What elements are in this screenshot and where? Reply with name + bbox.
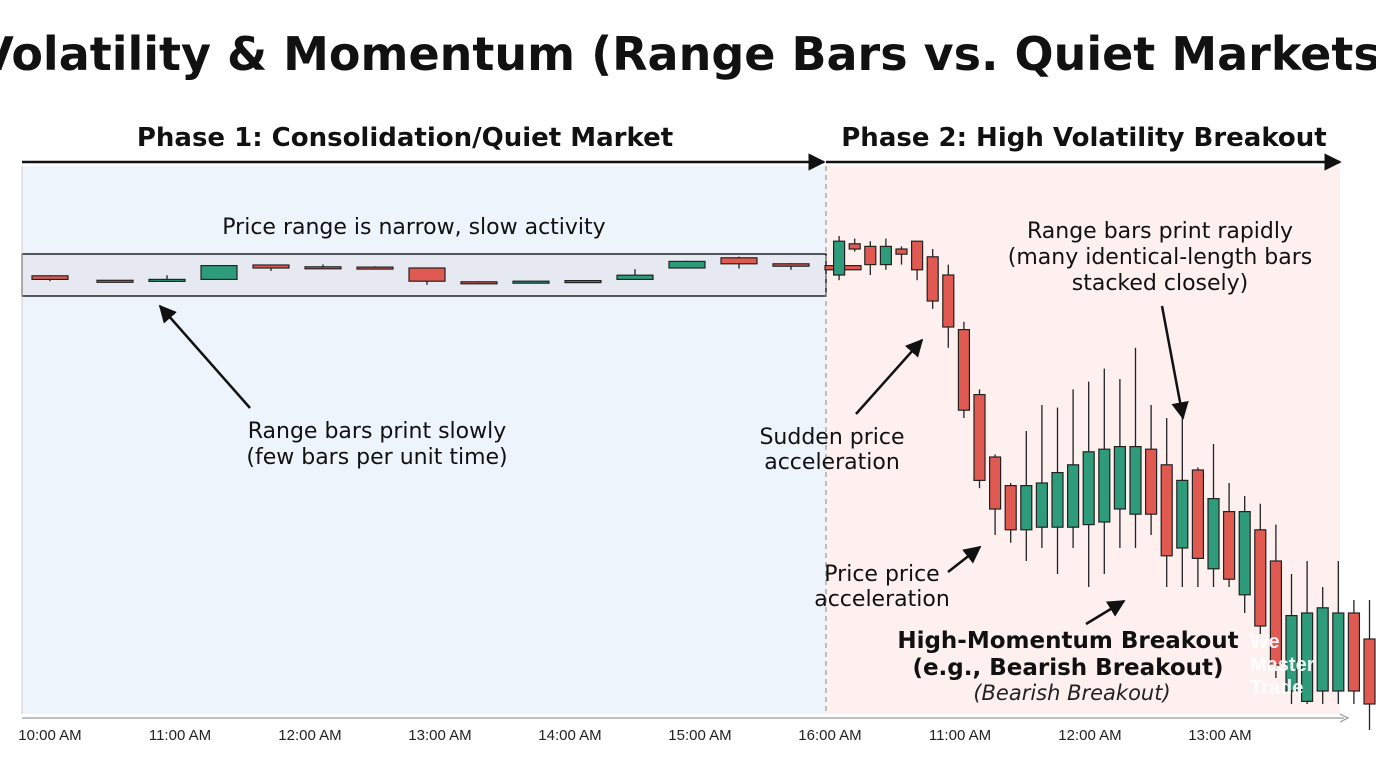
phase1-candle-0: [31, 275, 69, 280]
annotation-breakout-line1: High-Momentum Breakout: [897, 628, 1238, 654]
annotation-price-line1: Price price: [824, 562, 939, 587]
phase2-candle-15: [1066, 464, 1080, 528]
phase2-candle-6: [926, 256, 939, 302]
x-tick-label-0: 10:00 AM: [18, 727, 81, 744]
phase1-candle-9: [512, 280, 550, 284]
phase2-candle-4: [895, 248, 908, 255]
phase2-candle-8: [957, 329, 971, 411]
annotation-slow-line2: (few bars per unit time): [246, 445, 507, 470]
phase2-candle-13: [1035, 482, 1049, 528]
phase2-candle-28: [1269, 560, 1283, 666]
phase2-candle-34: [1363, 638, 1376, 705]
phase2-candle-31: [1316, 607, 1329, 692]
phase2-candle-1: [848, 243, 861, 250]
phase2-candle-19: [1129, 446, 1142, 515]
candles: [31, 236, 1376, 730]
phase2-candle-7: [942, 274, 955, 328]
phase2-candle-20: [1144, 448, 1158, 515]
x-tick-label-2: 12:00 AM: [278, 727, 341, 744]
phase2-candle-3: [879, 245, 893, 266]
x-tick-label-5: 15:00 AM: [668, 727, 731, 744]
phase1-candle-12: [668, 260, 706, 269]
arrow-price: [947, 545, 982, 573]
phase2-candle-30: [1300, 612, 1314, 703]
phase2-candle-25: [1222, 511, 1236, 580]
phase2-candle-11: [1004, 485, 1017, 531]
phase2-candle-10: [988, 456, 1002, 510]
chart-title: Volatility & Momentum (Range Bars vs. Qu…: [0, 27, 1376, 81]
phase2-candle-27: [1254, 529, 1267, 627]
annotation-rapid-line1: Range bars print rapidly: [1027, 219, 1293, 244]
phase2-candle-12: [1020, 485, 1033, 531]
phase1-candle-11: [616, 274, 654, 281]
annotation-narrow: Price range is narrow, slow activity: [222, 215, 605, 240]
x-tick-label-8: 12:00 AM: [1058, 727, 1121, 744]
arrow-slow: [158, 304, 251, 409]
phase2-candle-5: [910, 240, 924, 271]
phase2-candle-0: [832, 240, 846, 276]
arrow-sudden: [855, 338, 924, 415]
phase1-candle-14: [772, 263, 810, 267]
watermark-line3: Trade: [1250, 677, 1303, 699]
x-tick-label-3: 13:00 AM: [408, 727, 471, 744]
x-tick-label-6: 16:00 AM: [798, 727, 861, 744]
annotation-sudden-line2: acceleration: [764, 450, 900, 475]
watermark: We Master Trade: [1250, 631, 1315, 699]
phase1-candle-5: [304, 266, 342, 270]
arrow-breakout: [1085, 599, 1126, 626]
phase2-candle-17: [1098, 448, 1111, 523]
phase1-label: Phase 1: Consolidation/Quiet Market: [137, 123, 673, 153]
phase1-candle-2: [148, 278, 186, 282]
arrow-rapid: [1160, 305, 1189, 420]
annotation-rapid-line3: stacked closely): [1072, 271, 1249, 296]
phase1-candle-6: [356, 266, 394, 270]
phase2-candle-9: [973, 394, 986, 482]
phase1-candle-1: [96, 279, 134, 283]
watermark-line1: We: [1250, 631, 1280, 653]
phase1-candle-3: [200, 265, 238, 281]
annotation-rapid-line2: (many identical-length bars: [1008, 245, 1312, 270]
x-tick-label-9: 13:00 AM: [1188, 727, 1251, 744]
phase1-candle-4: [252, 264, 290, 269]
phase2-label: Phase 2: High Volatility Breakout: [841, 123, 1326, 153]
phase2-candle-26: [1238, 511, 1251, 596]
x-axis-arrowhead: [1339, 713, 1350, 723]
phase2-candle-14: [1051, 472, 1064, 528]
annotation-breakout-line3: (Bearish Breakout): [973, 681, 1170, 705]
phase1-candle-10: [564, 280, 602, 284]
phase1-candle-7: [408, 267, 446, 282]
x-tick-label-7: 11:00 AM: [929, 727, 991, 744]
x-tick-label-1: 11:00 AM: [149, 727, 211, 744]
phase2-candle-23: [1191, 469, 1205, 560]
annotation-slow-line1: Range bars print slowly: [248, 419, 507, 444]
phase2-candle-21: [1160, 464, 1173, 557]
annotation-breakout-line2: (e.g., Bearish Breakout): [912, 655, 1223, 681]
phase2-candle-22: [1176, 479, 1189, 549]
x-axis-ticks: 10:00 AM 11:00 AM 12:00 AM 13:00 AM 14:00 AM…: [18, 727, 1251, 744]
annotation-sudden-line1: Sudden price: [759, 425, 904, 450]
phase2-candle-16: [1082, 451, 1095, 526]
x-tick-label-4: 14:00 AM: [538, 727, 601, 744]
phase2-candle-32: [1332, 612, 1345, 692]
phase2-candle-2: [864, 245, 877, 266]
phase2-candle-24: [1207, 498, 1220, 570]
phase1-candle-13: [720, 257, 758, 265]
phase2-candle-33: [1347, 612, 1361, 692]
annotation-price-line2: acceleration: [814, 587, 950, 612]
watermark-line2: Master: [1250, 654, 1315, 676]
phase2-candle-18: [1113, 446, 1127, 510]
phase1-candle-8: [460, 281, 498, 285]
phase2-candle-29: [1285, 614, 1298, 692]
